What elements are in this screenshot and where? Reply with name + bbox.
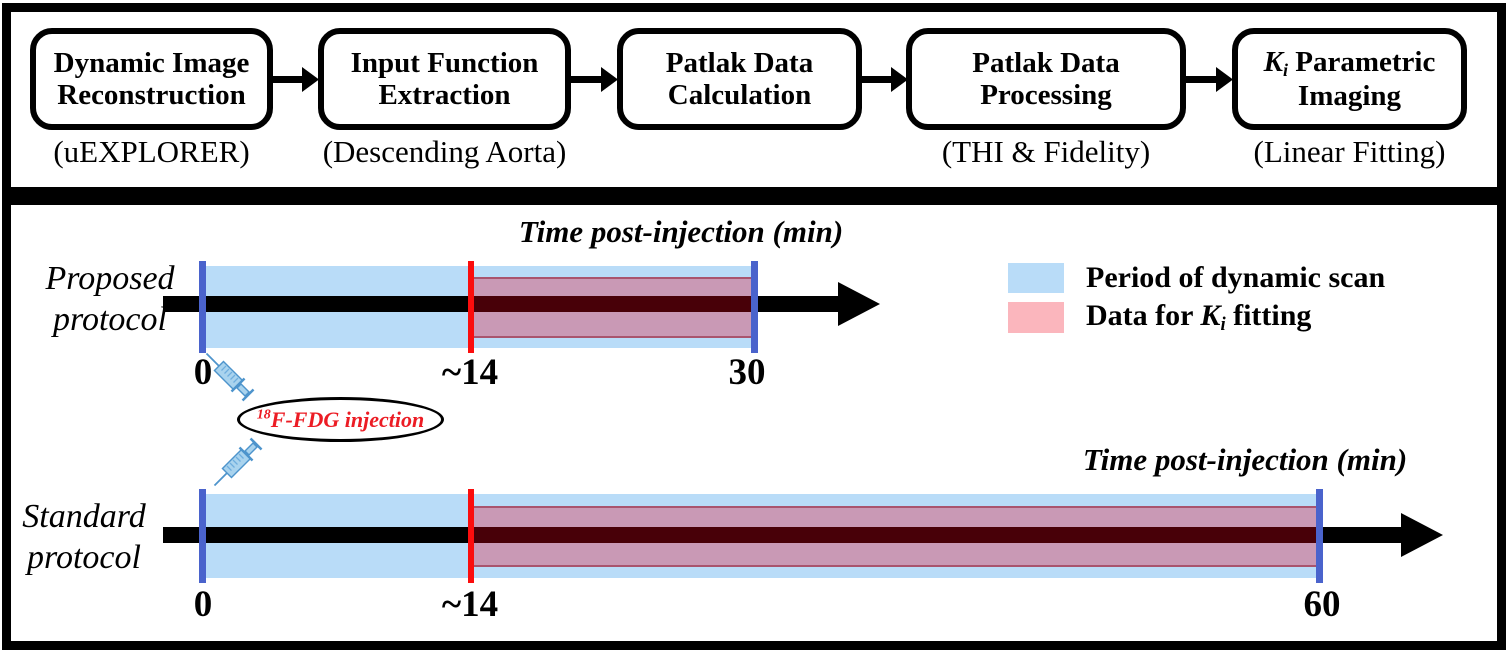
standard-tick-end [1316,489,1323,583]
flow-box-dynamic-image-reconstruction: Dynamic Image Reconstruction [30,28,273,130]
proposed-axis-title: Time post-injection (min) [518,214,844,249]
flow-box-line: Calculation [667,79,812,111]
proposed-protocol-label: Proposed protocol [45,260,175,338]
standard-axis-title: Time post-injection (min) [1082,442,1408,477]
standard-tick-label-0: 0 [193,584,213,625]
flow-sub-label: (Linear Fitting) [1253,134,1446,169]
ki-symbol: K [1200,299,1221,332]
standard-fitting-band [471,506,1320,567]
ki-subscript: i [1283,59,1288,80]
standard-protocol-label: Standard protocol [22,498,146,576]
proposed-fitting-band [471,277,755,338]
flow-sub-label: (Descending Aorta) [322,134,567,169]
syringe-icon [213,437,263,487]
proposed-tick-label-14: ~14 [441,352,499,393]
standard-tick-label-60: 60 [1303,584,1341,625]
proposed-time-axis-arrowhead-icon [838,282,880,326]
proposed-tick-label-30: 30 [728,352,766,393]
flow-arrow-icon [860,67,908,92]
standard-tick-label-14: ~14 [441,584,499,625]
injection-label: 18F-FDG injection [256,406,425,432]
injection-callout: 18F-FDG injection [237,397,444,442]
flow-box-ki-parametric-imaging: Ki Parametric Imaging [1232,28,1467,130]
legend-label-ki-fitting: Data for Ki fitting [1086,299,1312,336]
flow-box-patlak-data-processing: Patlak Data Processing [906,28,1186,130]
proposed-tick-label-0: 0 [193,352,213,393]
flow-box-line: Imaging [1297,79,1402,112]
proposed-tick-end [751,261,758,353]
legend-swatch-ki-fitting [1008,302,1064,333]
flow-box-line: Processing [980,79,1112,111]
syringe-icon [205,352,255,402]
ki-subscript: i [1220,314,1226,336]
flow-box-line: Reconstruction [57,79,246,111]
flow-sub-label: (THI & Fidelity) [941,134,1151,169]
flow-arrow-icon [570,67,618,92]
flow-box-input-function-extraction: Input Function Extraction [318,28,571,130]
standard-tick-mid [468,489,474,583]
ki-symbol: K [1263,45,1283,78]
proposed-tick-mid [468,261,474,353]
flow-box-line: Patlak Data [972,46,1120,79]
flow-box-patlak-data-calculation: Patlak Data Calculation [617,28,862,130]
flow-box-line: Dynamic Image [53,46,250,79]
flow-box-line: Input Function [350,46,539,79]
legend-label-dynamic-scan: Period of dynamic scan [1086,261,1386,294]
flow-box-line: Ki Parametric [1263,45,1436,80]
flow-box-line: Extraction [378,79,511,111]
flow-arrow-icon [1185,67,1233,92]
proposed-time-axis [163,296,840,312]
proposed-tick-start [199,261,206,353]
flow-box-line: Patlak Data [665,46,814,79]
legend-swatch-dynamic-scan [1008,263,1064,293]
standard-time-axis-arrowhead-icon [1401,513,1443,557]
standard-tick-start [199,489,206,583]
isotope-superscript: 18 [256,407,271,423]
flow-sub-label: (uEXPLORER) [53,134,250,169]
flow-arrow-icon [271,67,319,92]
